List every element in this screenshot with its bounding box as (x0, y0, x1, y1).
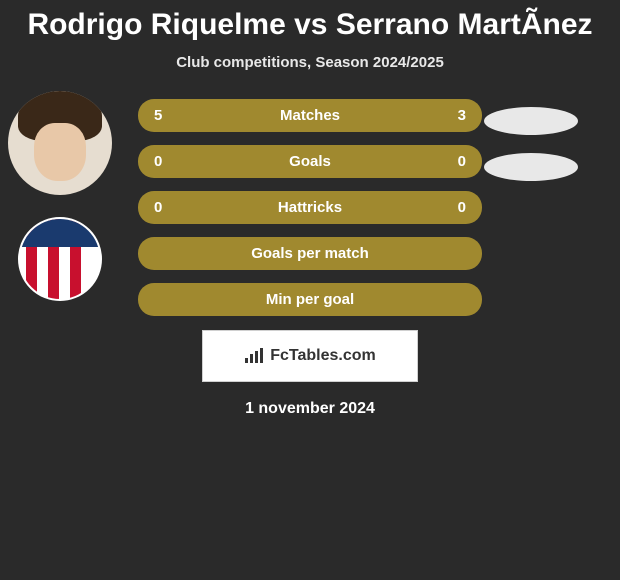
opponent-avatars (484, 107, 578, 199)
chart-icon (244, 348, 264, 364)
source-logo[interactable]: FcTables.com (202, 330, 418, 382)
player-avatar (8, 91, 112, 195)
date-label: 1 november 2024 (0, 400, 620, 418)
stat-label: Hattricks (184, 199, 436, 216)
stat-right-value: 3 (436, 107, 466, 124)
stat-left-value: 0 (154, 199, 184, 216)
stat-right-value: 0 (436, 153, 466, 170)
logo-text: FcTables.com (270, 347, 376, 365)
page-title: Rodrigo Riquelme vs Serrano MartÃ­nez (0, 8, 620, 42)
opponent-placeholder (484, 153, 578, 181)
stat-row-matches: 5 Matches 3 (138, 99, 482, 132)
stat-label: Goals (184, 153, 436, 170)
stat-left-value: 0 (154, 153, 184, 170)
page-subtitle: Club competitions, Season 2024/2025 (0, 54, 620, 71)
stat-label: Matches (184, 107, 436, 124)
stat-row-hattricks: 0 Hattricks 0 (138, 191, 482, 224)
player-avatars (8, 91, 112, 301)
club-badge (18, 217, 102, 301)
stats-area: 5 Matches 3 0 Goals 0 0 Hattricks 0 Goal… (0, 99, 620, 316)
stat-row-goals-per-match: Goals per match (138, 237, 482, 270)
stat-label: Goals per match (184, 245, 436, 262)
stat-row-min-per-goal: Min per goal (138, 283, 482, 316)
stat-left-value: 5 (154, 107, 184, 124)
stat-row-goals: 0 Goals 0 (138, 145, 482, 178)
stat-label: Min per goal (184, 291, 436, 308)
comparison-card: Rodrigo Riquelme vs Serrano MartÃ­nez Cl… (0, 0, 620, 418)
stat-right-value: 0 (436, 199, 466, 216)
opponent-placeholder (484, 107, 578, 135)
